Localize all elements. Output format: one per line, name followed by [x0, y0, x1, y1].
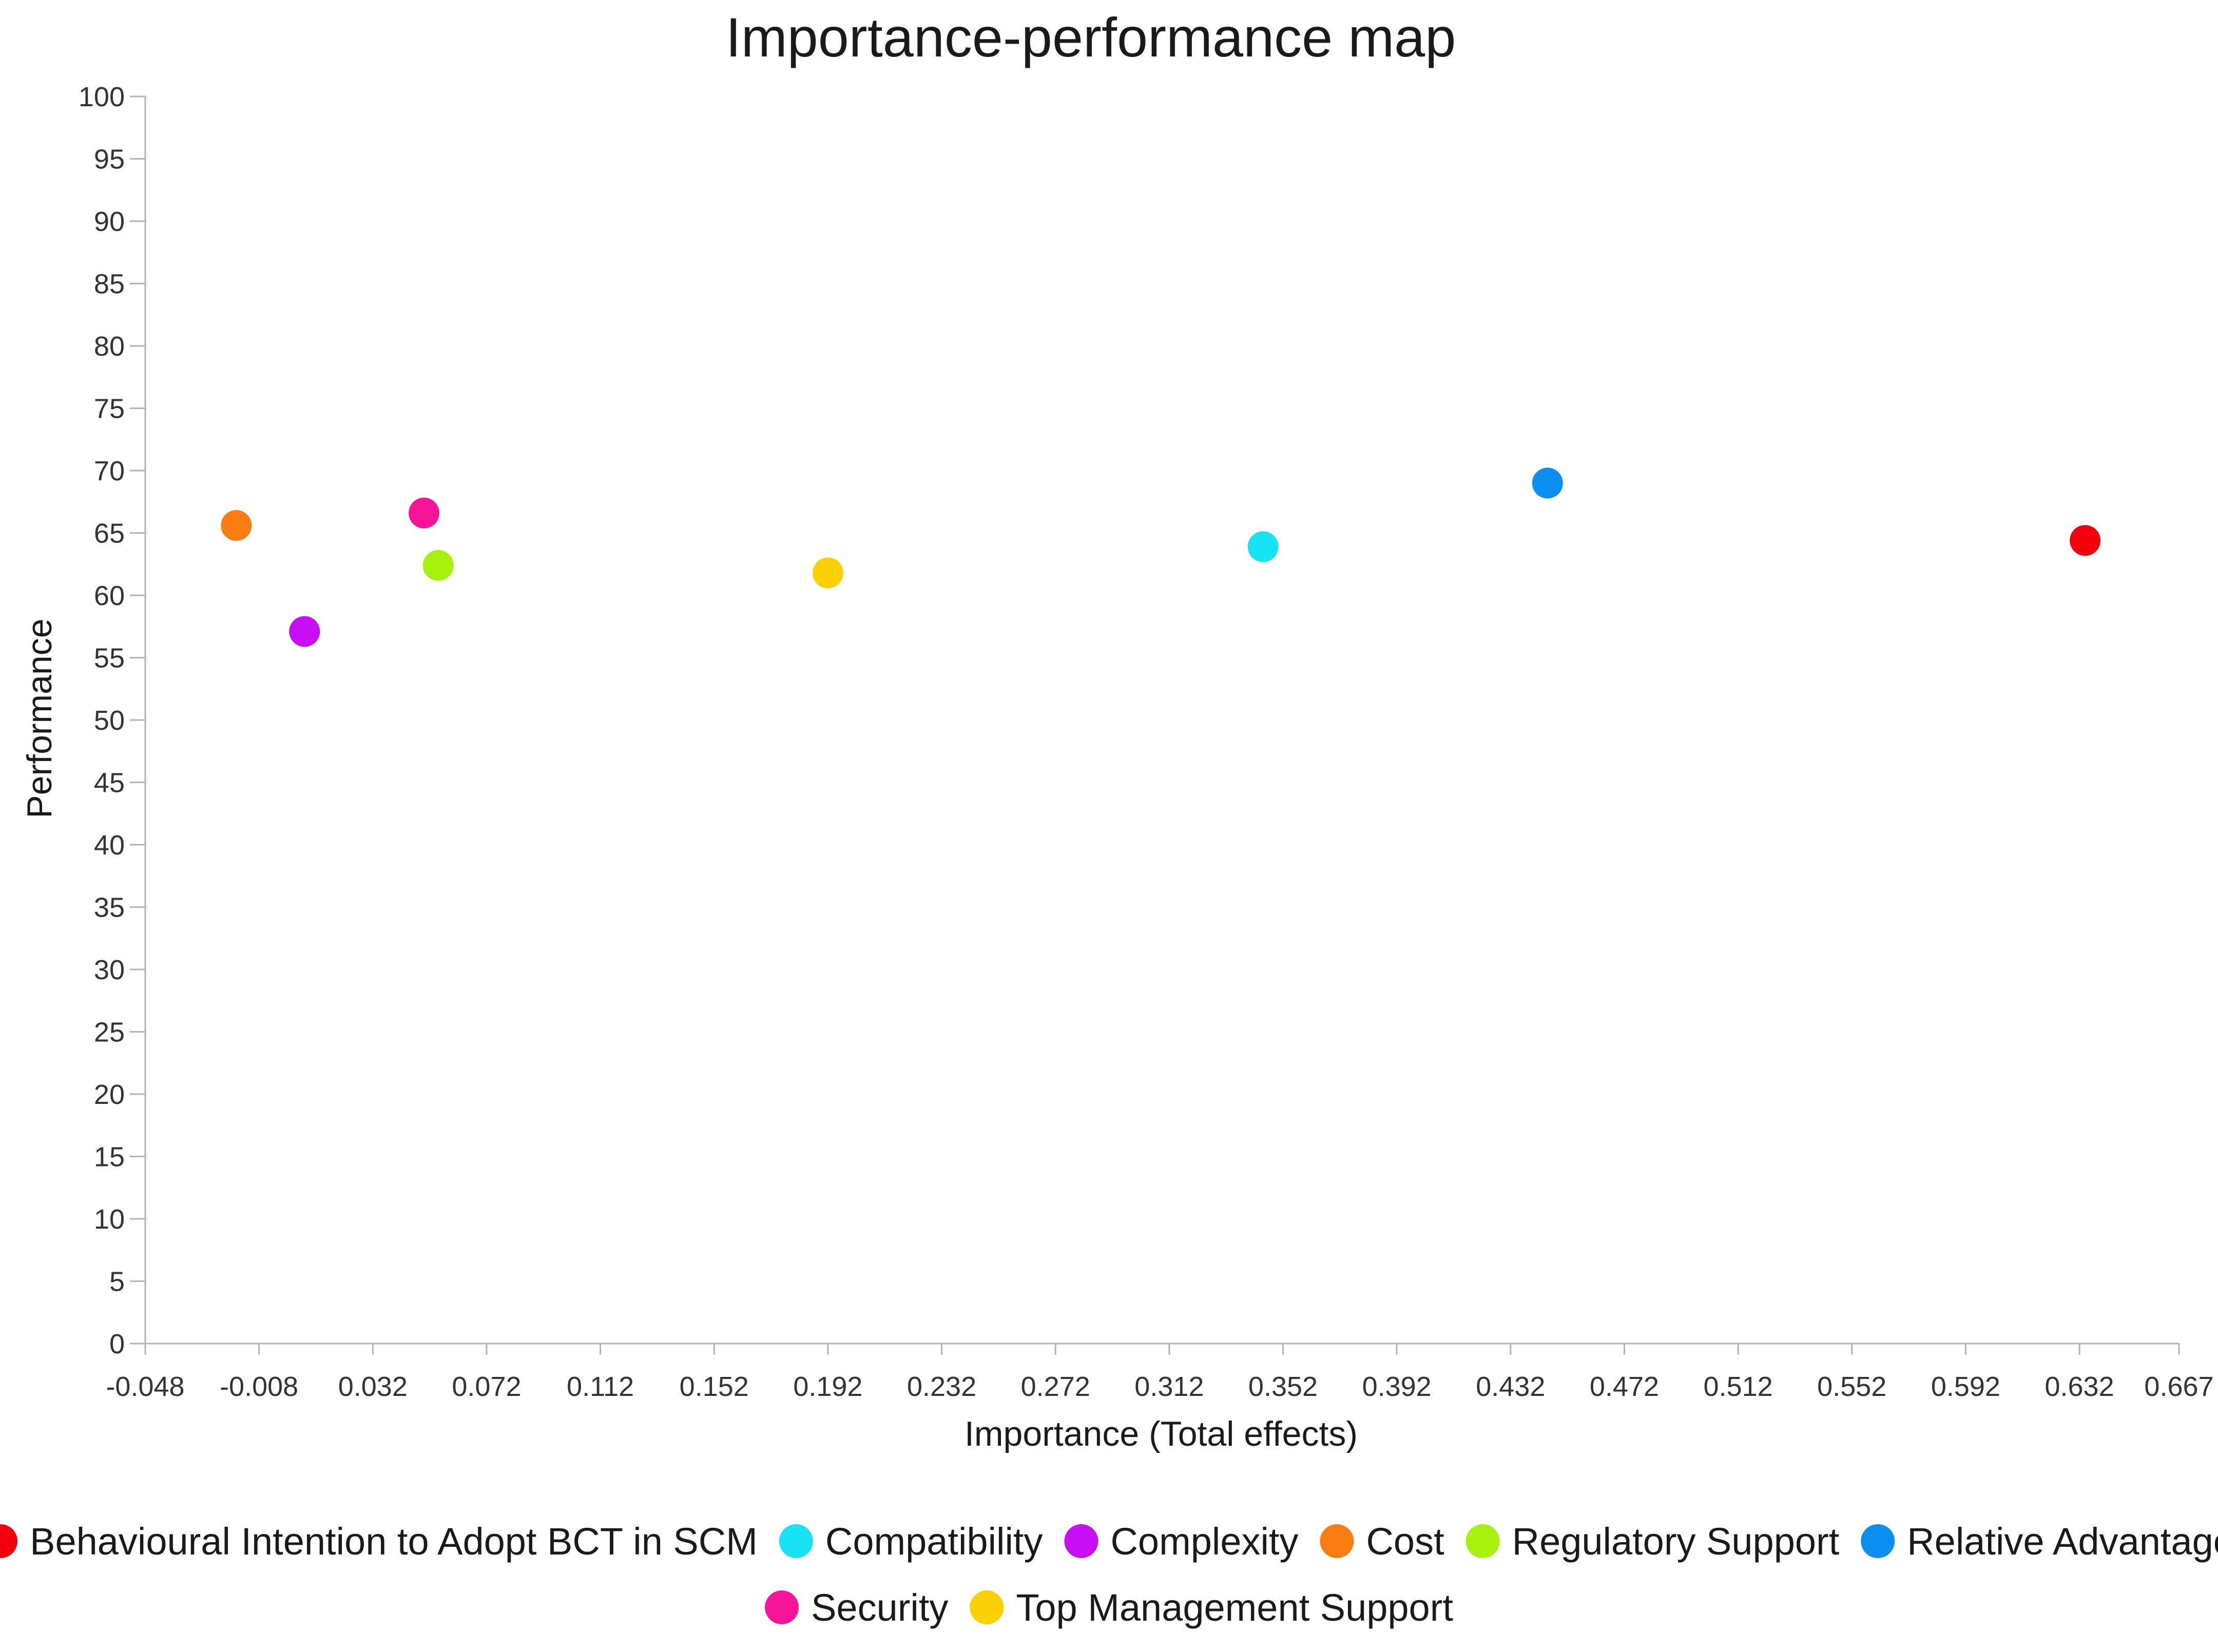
legend-label: Cost — [1366, 1520, 1444, 1563]
x-tick-label: 0.272 — [1021, 1371, 1090, 1402]
y-tick-label: 95 — [94, 144, 125, 175]
x-tick-label: 0.592 — [1931, 1371, 2000, 1402]
y-tick-label: 25 — [94, 1017, 125, 1048]
y-tick-label: 90 — [94, 206, 125, 237]
legend-row: Security Top Management Support — [765, 1586, 1453, 1629]
data-point — [221, 510, 252, 541]
data-point — [422, 550, 454, 581]
x-tick-label: 0.632 — [2045, 1371, 2114, 1402]
legend-marker — [970, 1590, 1004, 1624]
x-tick-label: 0.472 — [1590, 1371, 1659, 1402]
x-axis-label: Importance (Total effects) — [965, 1414, 1358, 1453]
y-tick-label: 75 — [94, 394, 125, 424]
data-point — [409, 497, 440, 529]
x-tick-label: 0.392 — [1362, 1371, 1432, 1402]
legend-marker — [1064, 1524, 1098, 1558]
legend-label: Relative Advantage — [1907, 1520, 2218, 1563]
y-tick-label: 45 — [94, 768, 125, 799]
data-point — [812, 557, 843, 589]
x-tick-label: 0.192 — [793, 1371, 862, 1402]
y-tick-label: 20 — [94, 1079, 125, 1110]
x-tick-label: 0.667 — [2144, 1371, 2213, 1402]
y-tick-label: 80 — [94, 331, 125, 362]
legend-item: Regulatory Support — [1465, 1520, 1840, 1563]
legend-marker — [0, 1524, 18, 1558]
y-tick-label: 40 — [94, 830, 125, 861]
legend: Behavioural Intention to Adopt BCT in SC… — [0, 1520, 2218, 1629]
legend-item: Security — [765, 1586, 948, 1629]
data-point — [289, 616, 320, 647]
legend-label: Security — [811, 1586, 948, 1629]
legend-marker — [779, 1524, 813, 1558]
x-tick-label: 0.152 — [680, 1371, 749, 1402]
legend-item: Top Management Support — [970, 1586, 1453, 1629]
legend-marker — [1465, 1524, 1500, 1558]
data-point — [2070, 525, 2101, 556]
y-tick-label: 65 — [94, 518, 125, 549]
legend-marker — [1320, 1524, 1354, 1558]
y-tick-label: 60 — [94, 580, 125, 611]
legend-item: Complexity — [1064, 1520, 1298, 1563]
x-tick-label: -0.008 — [220, 1371, 298, 1402]
legend-item: Cost — [1320, 1520, 1444, 1563]
y-tick-label: 35 — [94, 892, 125, 923]
legend-label: Complexity — [1110, 1520, 1298, 1563]
x-tick-label: 0.352 — [1248, 1371, 1318, 1402]
y-tick-label: 10 — [94, 1204, 125, 1235]
axes — [144, 96, 2179, 1345]
y-axis-label: Performance — [20, 618, 59, 818]
data-points — [221, 468, 2101, 647]
x-axis-ticks: -0.048 -0.008 0.032 0.072 0.112 0.152 0.192 0.2… — [106, 1344, 2214, 1402]
y-tick-label: 15 — [94, 1142, 125, 1173]
x-tick-label: 0.112 — [567, 1371, 634, 1402]
x-tick-label: 0.432 — [1476, 1371, 1545, 1402]
x-tick-label: 0.232 — [907, 1371, 976, 1402]
y-tick-label: 50 — [94, 705, 125, 736]
x-tick-label: 0.072 — [452, 1371, 521, 1402]
legend-item: Compatibility — [779, 1520, 1043, 1563]
y-axis-ticks: 0 5 10 15 20 25 30 35 40 45 50 55 60 65 70 75 80 85 90 95 10… — [79, 82, 145, 1359]
data-point — [1247, 531, 1279, 562]
data-point — [1532, 468, 1563, 499]
y-tick-label: 55 — [94, 643, 125, 674]
y-tick-label: 100 — [79, 82, 125, 112]
legend-label: Behavioural Intention to Adopt BCT in SC… — [30, 1520, 758, 1563]
legend-marker — [1861, 1524, 1895, 1558]
y-tick-label: 70 — [94, 456, 125, 487]
y-tick-label: 0 — [109, 1329, 125, 1359]
chart-title: Importance-performance map — [726, 6, 1456, 68]
legend-label: Compatibility — [825, 1520, 1043, 1563]
y-tick-label: 5 — [109, 1267, 125, 1297]
x-tick-label: 0.552 — [1817, 1371, 1886, 1402]
x-tick-label: 0.032 — [338, 1371, 408, 1402]
legend-item: Relative Advantage — [1861, 1520, 2218, 1563]
legend-label: Regulatory Support — [1512, 1520, 1840, 1563]
x-tick-label: 0.512 — [1704, 1371, 1773, 1402]
legend-row: Behavioural Intention to Adopt BCT in SC… — [0, 1520, 2218, 1563]
x-tick-label: 0.312 — [1134, 1371, 1204, 1402]
legend-label: Top Management Support — [1016, 1586, 1453, 1629]
x-tick-label: -0.048 — [106, 1371, 184, 1402]
y-tick-label: 85 — [94, 269, 125, 300]
legend-marker — [765, 1590, 799, 1624]
y-tick-label: 30 — [94, 955, 125, 985]
legend-item: Behavioural Intention to Adopt BCT in SC… — [0, 1520, 758, 1563]
